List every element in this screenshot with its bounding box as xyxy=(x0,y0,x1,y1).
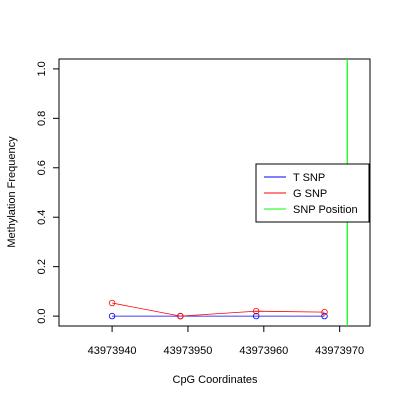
g-snp-line xyxy=(112,302,325,317)
legend-label-t-snp: T SNP xyxy=(293,172,325,184)
y-tick-label: 0.0 xyxy=(36,308,48,323)
g-snp-point xyxy=(108,299,116,307)
legend: T SNP G SNP SNP Position xyxy=(255,163,370,223)
x-tick-label: 43973960 xyxy=(239,345,288,357)
x-tick-label: 43973950 xyxy=(163,345,212,357)
t-snp-point xyxy=(108,312,116,320)
t-snp-point xyxy=(321,312,328,320)
y-tick-label: 0.2 xyxy=(36,259,48,274)
y-axis-label: Methylation Frequency xyxy=(6,136,18,248)
x-tick-label: 43973940 xyxy=(88,345,137,357)
x-tick-label: 43973970 xyxy=(315,345,364,357)
g-snp-point xyxy=(177,312,184,320)
y-tick-label: 0.8 xyxy=(36,111,48,126)
g-snp-point xyxy=(253,307,260,315)
x-axis-label: CpG Coordinates xyxy=(173,374,258,386)
g-snp-point xyxy=(321,308,328,316)
y-tick-label: 1.0 xyxy=(36,61,48,76)
axes: 43973940 43973950 43973960 43973970 0.0 0.2 0.… xyxy=(36,58,371,357)
legend-label-g-snp: G SNP xyxy=(293,188,327,200)
t-snp-point xyxy=(253,312,260,320)
y-tick-label: 0.4 xyxy=(36,210,48,225)
y-tick-label: 0.6 xyxy=(36,160,48,175)
plot-frame xyxy=(58,58,371,327)
legend-label-snp-position: SNP Position xyxy=(293,204,358,216)
